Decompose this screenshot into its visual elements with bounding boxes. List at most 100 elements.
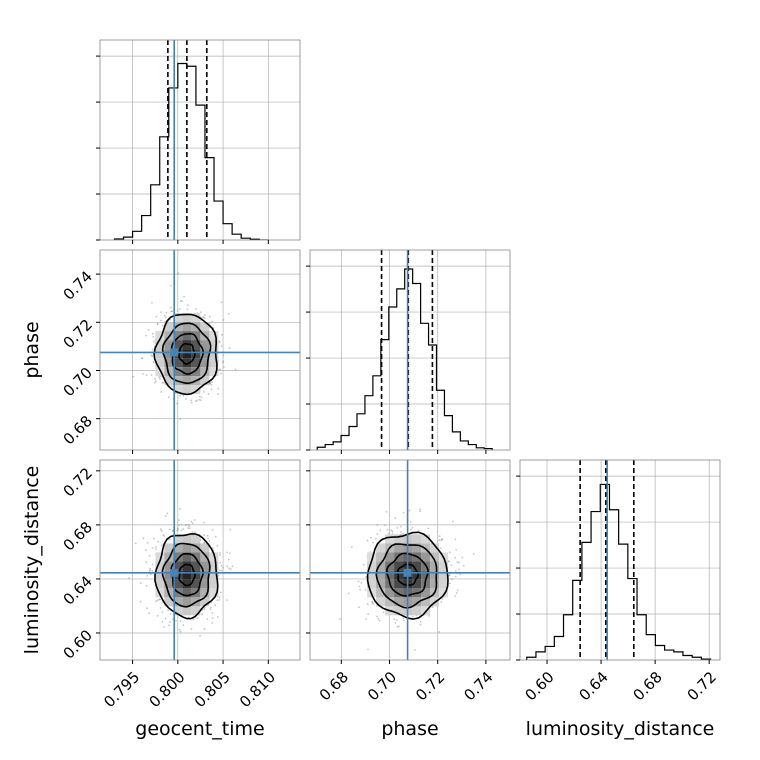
- scatter-point: [227, 312, 230, 315]
- contour-plot-area: [100, 460, 300, 660]
- density-cell: [164, 376, 174, 386]
- scatter-point: [391, 532, 394, 535]
- scatter-point: [155, 380, 157, 383]
- scatter-point: [148, 570, 151, 573]
- scatter-point: [448, 551, 451, 554]
- density-cell: [182, 313, 192, 323]
- scatter-point: [156, 323, 159, 326]
- scatter-point: [455, 549, 458, 551]
- scatter-point: [151, 332, 154, 335]
- scatter-point: [145, 561, 148, 564]
- contour-level: [385, 552, 429, 597]
- density-cell: [164, 349, 174, 359]
- density-cell: [209, 331, 219, 341]
- x-tick-label: 0.800: [145, 668, 188, 711]
- x-tick-label: 0.64: [575, 668, 611, 704]
- scatter-point: [449, 582, 451, 585]
- scatter-point: [195, 399, 198, 402]
- density-cell: [173, 367, 183, 377]
- scatter-point: [155, 600, 157, 603]
- density-cell: [385, 534, 395, 544]
- scatter-point: [147, 329, 150, 331]
- density-cell: [394, 579, 404, 589]
- scatter-point: [456, 561, 459, 563]
- density-cell: [200, 588, 210, 598]
- scatter-point: [151, 301, 153, 304]
- x-axis-label: geocent_time: [135, 718, 264, 740]
- scatter-point: [220, 344, 223, 347]
- scatter-point: [177, 528, 180, 531]
- scatter-point: [219, 591, 222, 594]
- truth-marker: [403, 568, 412, 577]
- scatter-point: [141, 357, 144, 360]
- density-cell: [191, 561, 201, 571]
- scatter-point: [379, 529, 382, 532]
- density-cell: [200, 367, 210, 377]
- scatter-point: [172, 529, 174, 532]
- scatter-point: [190, 628, 193, 630]
- scatter-point: [160, 529, 163, 532]
- scatter-point: [175, 619, 178, 622]
- x-tick-label: 0.60: [521, 668, 557, 704]
- scatter-point: [142, 537, 145, 540]
- density-cell: [200, 322, 210, 332]
- scatter-point: [153, 382, 156, 384]
- scatter-point: [402, 533, 405, 535]
- density-cell: [200, 597, 210, 607]
- scatter-point: [231, 565, 234, 568]
- contour-panel-geocent_time-phase: [96, 249, 301, 454]
- scatter-point: [184, 524, 187, 526]
- scatter-point: [188, 523, 191, 526]
- scatter-point: [440, 601, 443, 603]
- y-tick-label: 0.68: [60, 412, 96, 448]
- scatter-point: [162, 534, 165, 536]
- density-cell: [164, 570, 174, 580]
- scatter-point: [155, 548, 158, 551]
- density-cell: [182, 367, 192, 377]
- scatter-point: [369, 536, 372, 539]
- scatter-point: [214, 535, 217, 538]
- density-cell: [376, 597, 386, 607]
- panel-frame: [309, 459, 511, 661]
- scatter-point: [202, 316, 205, 319]
- density-cell: [200, 552, 210, 562]
- scatter-point: [219, 368, 222, 371]
- scatter-point: [201, 316, 204, 319]
- density-cell: [209, 570, 219, 580]
- scatter-point: [440, 539, 443, 542]
- scatter-point: [163, 314, 166, 317]
- density-cell: [367, 570, 377, 580]
- density-cell: [173, 606, 183, 616]
- scatter-point: [193, 519, 196, 521]
- x-tick-label: 0.70: [364, 668, 400, 704]
- contour-panel-geocent_time-luminosity_distance: [96, 459, 301, 664]
- density-cell: [376, 543, 386, 553]
- density-cell: [191, 385, 201, 395]
- density-cell: [439, 579, 449, 589]
- scatter-point: [186, 308, 189, 311]
- scatter-point: [151, 348, 154, 351]
- density-cell: [412, 543, 422, 553]
- panel-frame: [519, 459, 721, 661]
- scatter-point: [441, 538, 443, 541]
- density-cell: [182, 606, 192, 616]
- density-cell: [182, 534, 192, 544]
- panel-frame: [309, 249, 511, 451]
- density-cell: [191, 349, 201, 359]
- density-cell: [191, 367, 201, 377]
- scatter-point: [190, 520, 193, 523]
- density-cell: [155, 367, 165, 377]
- scatter-point: [211, 381, 213, 384]
- scatter-point: [190, 401, 193, 404]
- panel-background: [100, 40, 300, 240]
- scatter-point: [203, 521, 205, 524]
- scatter-point: [148, 612, 151, 615]
- scatter-point: [151, 355, 154, 358]
- scatter-point: [156, 599, 159, 602]
- scatter-point: [191, 531, 194, 534]
- scatter-point: [164, 617, 167, 620]
- scatter-point: [211, 320, 214, 323]
- scatter-point: [176, 527, 179, 530]
- density-cell: [394, 597, 404, 607]
- scatter-point: [211, 547, 214, 549]
